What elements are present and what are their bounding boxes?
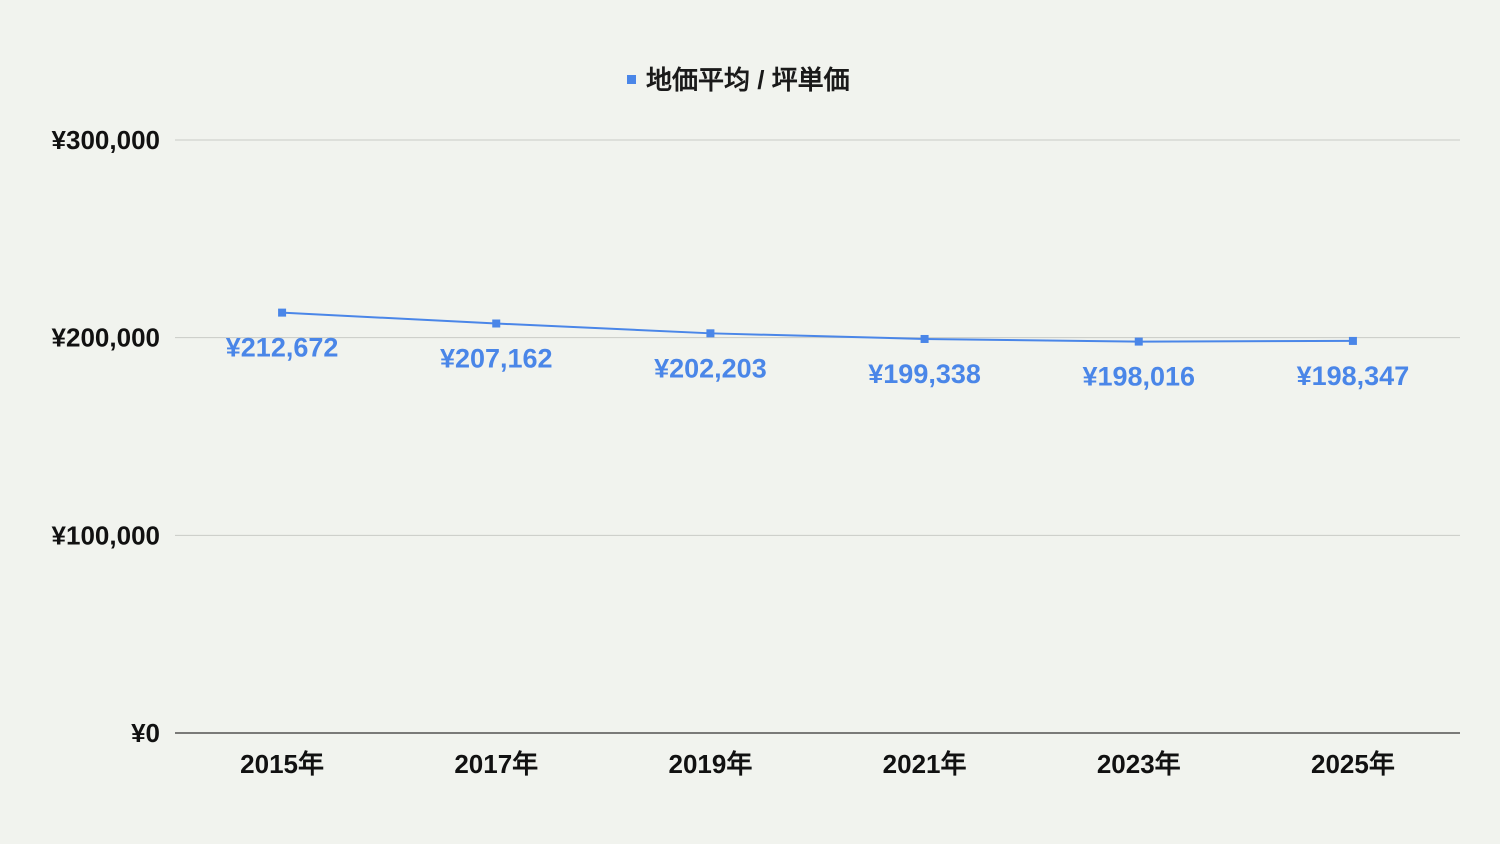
data-label: ¥202,203 bbox=[654, 353, 767, 383]
data-point bbox=[1134, 337, 1143, 346]
grid bbox=[175, 139, 1460, 734]
data-point bbox=[920, 334, 929, 343]
x-axis-ticks: 2015年 2017年 2019年 2021年 2023年 2025年 bbox=[240, 749, 1395, 779]
y-tick-label: ¥100,000 bbox=[52, 520, 160, 550]
x-tick-label: 2015年 bbox=[240, 749, 324, 779]
x-tick-label: 2021年 bbox=[883, 749, 967, 779]
data-label: ¥207,162 bbox=[440, 344, 553, 374]
data-labels: ¥212,672 ¥207,162 ¥202,203 ¥199,338 ¥198,016… bbox=[226, 333, 1409, 392]
y-axis-ticks: ¥0 ¥100,000 ¥200,000 ¥300,000 bbox=[52, 125, 160, 748]
data-point bbox=[278, 308, 287, 317]
series-line bbox=[282, 311, 1353, 343]
data-label: ¥198,347 bbox=[1297, 361, 1410, 391]
x-tick-label: 2023年 bbox=[1097, 749, 1181, 779]
data-label: ¥199,338 bbox=[868, 359, 981, 389]
y-tick-label: ¥300,000 bbox=[52, 125, 160, 155]
legend: 地価平均 / 坪単価 bbox=[627, 65, 850, 95]
x-tick-label: 2025年 bbox=[1311, 749, 1395, 779]
data-label: ¥212,672 bbox=[226, 333, 339, 363]
data-label: ¥198,016 bbox=[1082, 362, 1195, 392]
legend-label: 地価平均 / 坪単価 bbox=[646, 65, 850, 95]
legend-swatch bbox=[627, 75, 636, 84]
x-tick-label: 2019年 bbox=[668, 749, 752, 779]
y-tick-label: ¥0 bbox=[131, 718, 160, 748]
data-point bbox=[1348, 336, 1357, 345]
data-point bbox=[706, 329, 715, 338]
series-layer bbox=[278, 308, 1357, 346]
y-tick-label: ¥200,000 bbox=[52, 323, 160, 353]
x-tick-label: 2017年 bbox=[454, 749, 538, 779]
data-point bbox=[492, 319, 501, 328]
